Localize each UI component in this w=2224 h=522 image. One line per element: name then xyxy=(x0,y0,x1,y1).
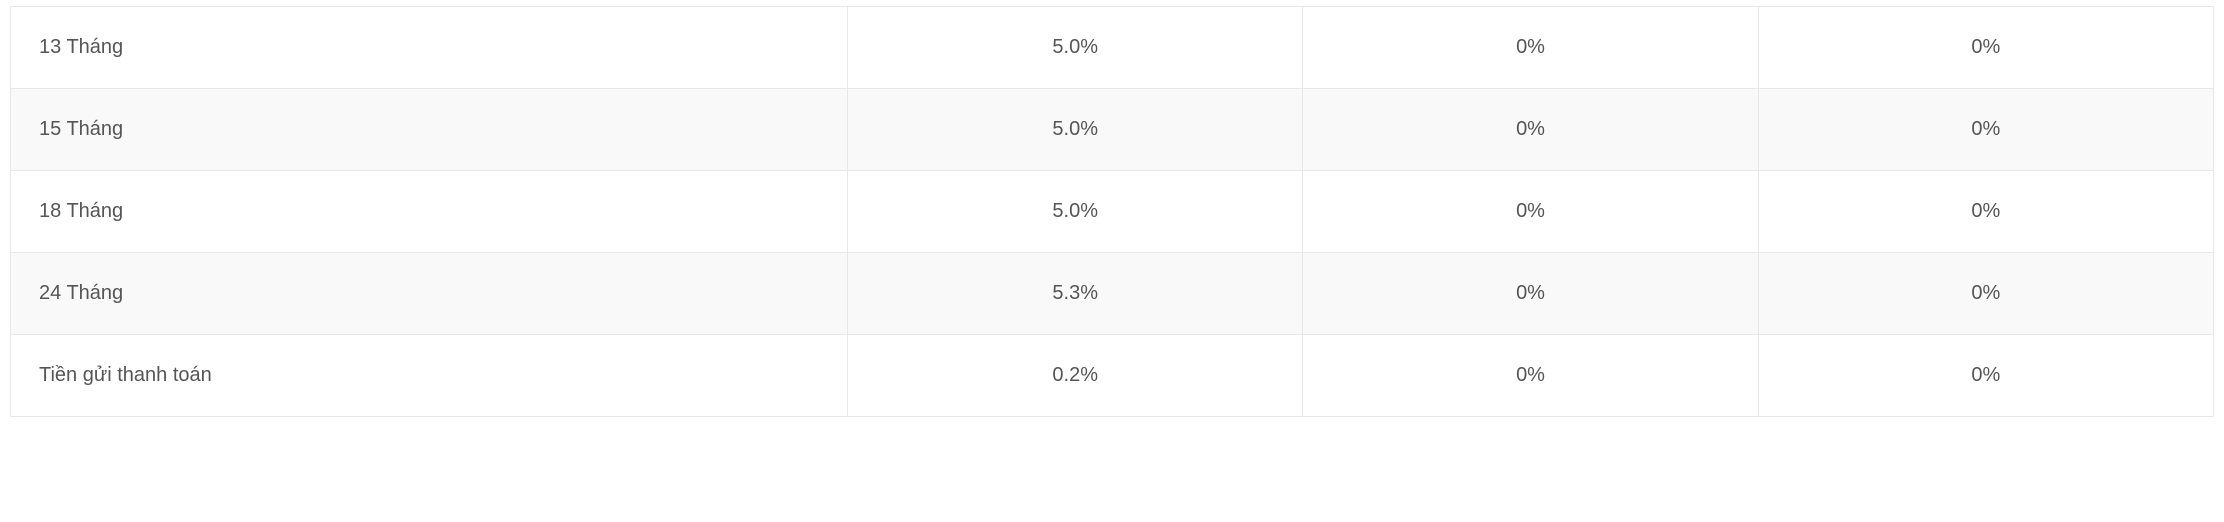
rate-3: 0% xyxy=(1758,89,2213,171)
interest-rate-table: 13 Tháng 5.0% 0% 0% 15 Tháng 5.0% 0% 0% … xyxy=(10,6,2214,417)
table-row: 24 Tháng 5.3% 0% 0% xyxy=(11,253,2214,335)
rate-2: 0% xyxy=(1303,7,1758,89)
table-row: 15 Tháng 5.0% 0% 0% xyxy=(11,89,2214,171)
rate-1: 5.3% xyxy=(848,253,1303,335)
term-label: 13 Tháng xyxy=(11,7,848,89)
rate-1: 5.0% xyxy=(848,7,1303,89)
rate-2: 0% xyxy=(1303,89,1758,171)
rate-1: 5.0% xyxy=(848,171,1303,253)
rate-2: 0% xyxy=(1303,253,1758,335)
table-row: 13 Tháng 5.0% 0% 0% xyxy=(11,7,2214,89)
table-row: Tiền gửi thanh toán 0.2% 0% 0% xyxy=(11,335,2214,417)
term-label: 15 Tháng xyxy=(11,89,848,171)
rate-1: 0.2% xyxy=(848,335,1303,417)
rate-3: 0% xyxy=(1758,253,2213,335)
term-label: Tiền gửi thanh toán xyxy=(11,335,848,417)
rate-2: 0% xyxy=(1303,335,1758,417)
term-label: 18 Tháng xyxy=(11,171,848,253)
table-row: 18 Tháng 5.0% 0% 0% xyxy=(11,171,2214,253)
rate-3: 0% xyxy=(1758,335,2213,417)
rate-2: 0% xyxy=(1303,171,1758,253)
rate-3: 0% xyxy=(1758,7,2213,89)
rate-1: 5.0% xyxy=(848,89,1303,171)
rate-3: 0% xyxy=(1758,171,2213,253)
term-label: 24 Tháng xyxy=(11,253,848,335)
